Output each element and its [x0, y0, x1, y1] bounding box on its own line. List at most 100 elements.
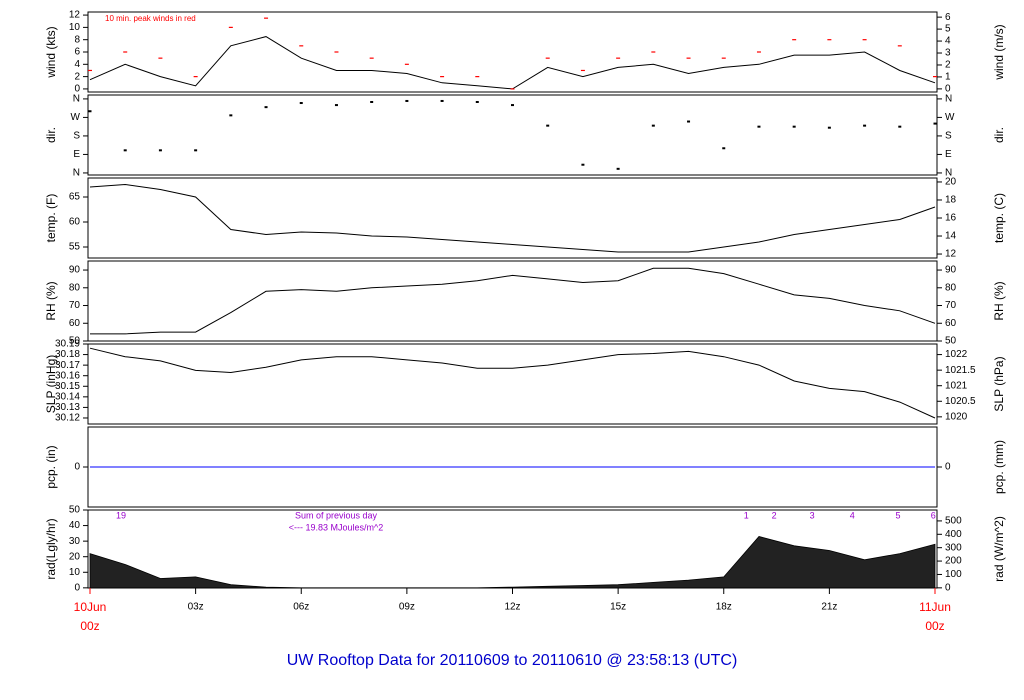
x-tick-label: 00z [80, 619, 99, 633]
data-line [90, 267, 936, 335]
dir-point [687, 120, 691, 123]
y-tick-label: 20 [69, 551, 81, 562]
dir-point [158, 149, 162, 152]
y-tick-label: 12 [69, 10, 81, 21]
y-tick-label: 0 [74, 462, 80, 473]
y-tick-label: 40 [69, 520, 81, 531]
y-tick-label: 55 [69, 242, 81, 253]
y2-axis-label: wind (m/s) [992, 24, 1006, 80]
y-axis-label: rad(Lgly/hr) [44, 518, 58, 579]
y-axis-label: SLP (inHg) [44, 355, 58, 413]
y2-tick-label: 1020.5 [945, 396, 976, 407]
y-tick-label: N [73, 168, 80, 179]
x-tick-label: 00z [925, 619, 944, 633]
y2-tick-label: 1021 [945, 380, 968, 391]
dir-point [722, 147, 726, 150]
y2-tick-label: 1 [945, 72, 951, 83]
y-tick-label: 4 [74, 59, 80, 70]
y2-tick-label: 400 [945, 529, 962, 540]
annotation: 10 min. peak winds in red [105, 14, 196, 23]
dir-point [123, 149, 127, 152]
page-title: UW Rooftop Data for 20110609 to 20110610… [287, 652, 738, 669]
y-tick-label: 80 [69, 282, 81, 293]
y2-tick-label: 3 [945, 48, 951, 59]
y2-tick-label: 0 [945, 84, 951, 95]
date-label: 11Jun [919, 600, 951, 614]
y2-tick-label: 18 [945, 195, 957, 206]
dir-point [334, 104, 338, 107]
dir-point [792, 125, 796, 128]
y2-tick-label: 1021.5 [945, 365, 976, 376]
y-axis-label: wind (kts) [44, 26, 58, 78]
period-label: 19 [116, 510, 126, 520]
y2-tick-label: S [945, 131, 952, 142]
x-tick-label: 15z [610, 602, 626, 613]
dir-point [863, 124, 867, 127]
period-label: 3 [810, 510, 815, 520]
y2-tick-label: 0 [945, 582, 951, 593]
y2-tick-label: W [945, 112, 955, 123]
x-tick-label: 18z [716, 602, 732, 613]
y-tick-label: 50 [69, 505, 81, 516]
period-label: 1 [744, 510, 749, 520]
y2-tick-label: 200 [945, 556, 962, 567]
y2-tick-label: 80 [945, 282, 957, 293]
y2-tick-label: 1020 [945, 411, 968, 422]
y2-tick-label: 20 [945, 177, 957, 188]
y-tick-label: 65 [69, 192, 81, 203]
data-line [89, 36, 936, 90]
y-tick-label: 50 [69, 336, 81, 347]
dir-point [264, 106, 268, 109]
y2-tick-label: 90 [945, 265, 957, 276]
date-label: 10Jun [74, 600, 107, 614]
x-tick-label: 12z [504, 602, 520, 613]
y-tick-label: 6 [74, 47, 80, 58]
y-tick-label: 30.15 [55, 381, 80, 392]
y2-tick-label: 500 [945, 516, 962, 527]
y2-tick-label: 12 [945, 249, 957, 260]
y2-axis-label: RH (%) [992, 281, 1006, 320]
dir-point [229, 114, 233, 117]
y2-axis-label: SLP (hPa) [992, 356, 1006, 411]
y-tick-label: 30.19 [55, 339, 80, 350]
y-tick-label: 30.16 [55, 370, 80, 381]
y2-tick-label: 60 [945, 318, 957, 329]
dir-point [475, 100, 479, 103]
y2-tick-label: 300 [945, 542, 962, 553]
y2-tick-label: 50 [945, 336, 957, 347]
y2-tick-label: 0 [945, 462, 951, 473]
dir-point [616, 167, 620, 170]
dir-point [546, 124, 550, 127]
y-tick-label: 10 [69, 22, 81, 33]
dir-point [651, 124, 655, 127]
y-axis-label: pcp. (in) [44, 445, 58, 488]
y-tick-label: 0 [74, 582, 80, 593]
panel-frame [87, 94, 938, 176]
panel-frame [87, 11, 938, 93]
x-tick-label: 21z [821, 602, 837, 613]
dir-point [194, 149, 198, 152]
dir-point [581, 163, 585, 166]
panel-frame [87, 260, 938, 342]
rad-area [89, 536, 936, 589]
y-tick-label: 30.14 [55, 391, 80, 402]
y2-tick-label: 4 [945, 36, 951, 47]
dir-point [757, 125, 761, 128]
x-tick-label: 03z [188, 602, 204, 613]
annotation: Sum of previous day [295, 510, 378, 520]
y2-tick-label: 70 [945, 300, 957, 311]
y-tick-label: 90 [69, 265, 81, 276]
period-label: 5 [896, 510, 901, 520]
y-tick-label: W [71, 112, 81, 123]
y-axis-label: temp. (F) [44, 194, 58, 243]
y2-axis-label: temp. (C) [992, 193, 1006, 243]
y-tick-label: 70 [69, 300, 81, 311]
annotation: <--- 19.83 MJoules/m^2 [289, 522, 384, 532]
x-tick-label: 09z [399, 602, 415, 613]
dir-point [370, 100, 374, 103]
y2-tick-label: E [945, 149, 952, 160]
panel-frame [87, 177, 938, 259]
y2-tick-label: N [945, 94, 952, 105]
panel-frame [87, 343, 938, 425]
